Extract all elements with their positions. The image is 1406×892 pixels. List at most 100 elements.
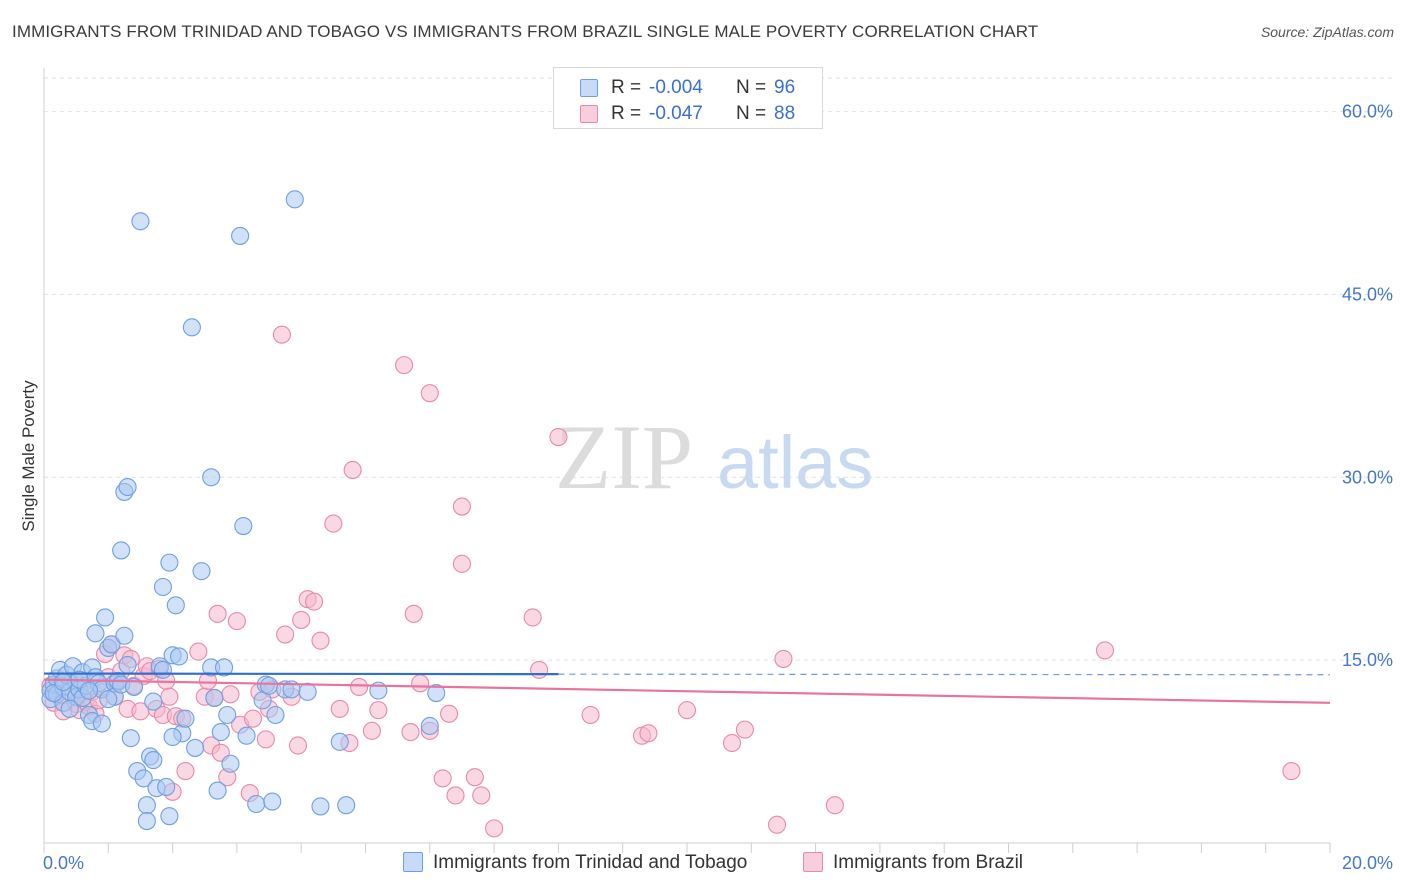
brazil-point xyxy=(549,428,568,447)
brazil-trend-line xyxy=(43,678,1331,704)
legend-r-label: R = xyxy=(611,103,642,124)
trinidad-point xyxy=(285,190,304,209)
brazil-point xyxy=(292,610,311,629)
brazil-point xyxy=(433,769,452,788)
trinidad-point xyxy=(153,660,173,679)
brazil-point xyxy=(276,625,295,644)
trinidad-point xyxy=(427,684,446,703)
trinidad-point xyxy=(182,318,201,337)
brazil-point xyxy=(243,709,263,728)
trinidad-point xyxy=(60,699,79,718)
trinidad-point xyxy=(160,553,179,572)
brazil-point xyxy=(420,384,439,403)
brazil-point xyxy=(362,721,381,740)
brazil-point xyxy=(825,796,844,815)
trinidad-point xyxy=(420,716,439,736)
trinidad-point xyxy=(134,769,153,788)
brazil-point xyxy=(446,786,465,805)
trend-lines xyxy=(43,672,1331,704)
trinidad-point xyxy=(221,754,240,773)
trinidad-point xyxy=(218,705,237,725)
trinidad-point xyxy=(330,732,349,751)
legend-label-trinidad: Immigrants from Trinidad and Tobago xyxy=(433,852,748,873)
brazil-point xyxy=(305,592,324,611)
brazil-point xyxy=(465,768,484,787)
brazil-point xyxy=(440,704,459,723)
trinidad-point xyxy=(186,738,205,757)
trinidad-point xyxy=(115,626,134,645)
trinidad-point xyxy=(86,624,105,643)
trinidad-point xyxy=(298,682,317,701)
trinidad-point xyxy=(99,690,118,709)
watermark: ZIP atlas xyxy=(555,406,873,508)
legend-row-pink: R = -0.047 N = 88 xyxy=(554,101,822,127)
y-tick-label: 15.0% xyxy=(1342,650,1393,670)
trinidad-point xyxy=(311,797,330,816)
brazil-point xyxy=(256,730,275,749)
legend-item-brazil: Immigrants from Brazil xyxy=(803,852,1023,876)
trinidad-point xyxy=(231,226,250,245)
y-tick-label: 45.0% xyxy=(1342,284,1393,304)
legend-swatch-brazil xyxy=(803,852,823,872)
brazil-point xyxy=(350,677,369,697)
brazil-point xyxy=(272,325,291,344)
y-tick-label: 30.0% xyxy=(1342,467,1393,487)
y-tick-label: 60.0% xyxy=(1342,102,1393,122)
brazil-point xyxy=(530,660,549,679)
trinidad-point xyxy=(144,692,163,711)
legend-n-value: 96 xyxy=(774,77,796,98)
trinidad-point xyxy=(211,723,230,742)
legend-item-trinidad: Immigrants from Trinidad and Tobago xyxy=(403,852,747,876)
chart-title: IMMIGRANTS FROM TRINIDAD AND TOBAGO VS I… xyxy=(12,22,1039,41)
trinidad-point xyxy=(96,608,115,627)
legend-swatch-trinidad xyxy=(403,852,423,872)
brazil-point xyxy=(221,685,240,704)
legend-r-value: -0.047 xyxy=(649,103,703,124)
trinidad-point xyxy=(205,688,224,707)
legend-row-blue: R = -0.004 N = 96 xyxy=(554,75,822,101)
trinidad-point xyxy=(234,516,253,536)
brazil-point xyxy=(411,674,430,693)
brazil-point xyxy=(722,733,742,753)
grid-lines xyxy=(44,77,1393,661)
correlation-legend: R = -0.004 N = 96 R = -0.047 N = 88 xyxy=(553,67,823,129)
axes xyxy=(43,68,1331,853)
legend-label-brazil: Immigrants from Brazil xyxy=(833,852,1024,873)
trinidad-point xyxy=(124,677,144,697)
trinidad-point xyxy=(79,681,99,700)
brazil-point xyxy=(677,701,697,720)
brazil-point xyxy=(227,612,246,631)
trinidad-point xyxy=(247,794,266,814)
trinidad-point xyxy=(166,596,185,615)
trinidad-point xyxy=(337,796,356,815)
trinidad-point xyxy=(112,541,131,560)
series-trinidad-points xyxy=(41,190,446,831)
brazil-point xyxy=(369,701,388,720)
trinidad-point xyxy=(214,658,234,677)
trinidad-point xyxy=(54,673,73,692)
trinidad-point xyxy=(118,655,137,675)
brazil-point xyxy=(485,819,504,838)
trinidad-point xyxy=(157,777,176,796)
brazil-point xyxy=(774,649,793,668)
brazil-point xyxy=(472,786,491,805)
watermark-zip: ZIP xyxy=(555,406,693,508)
legend-n-label: N = xyxy=(736,103,767,124)
brazil-point xyxy=(404,604,423,623)
trinidad-point xyxy=(118,477,137,497)
trinidad-point xyxy=(121,729,140,748)
y-tick-labels: 15.0% 30.0% 45.0% 60.0% xyxy=(1342,102,1393,671)
brazil-point xyxy=(176,762,195,781)
brazil-point xyxy=(330,699,349,718)
trinidad-point xyxy=(163,727,182,746)
source-label: Source: ZipAtlas.com xyxy=(1260,24,1394,40)
brazil-point xyxy=(311,631,330,650)
trinidad-point xyxy=(259,676,279,695)
trinidad-point xyxy=(153,577,173,597)
trinidad-point xyxy=(137,812,156,831)
trinidad-point xyxy=(263,792,282,811)
trinidad-trend-extension xyxy=(558,673,1331,676)
brazil-point xyxy=(581,705,600,725)
legend-swatch-blue xyxy=(580,79,598,97)
